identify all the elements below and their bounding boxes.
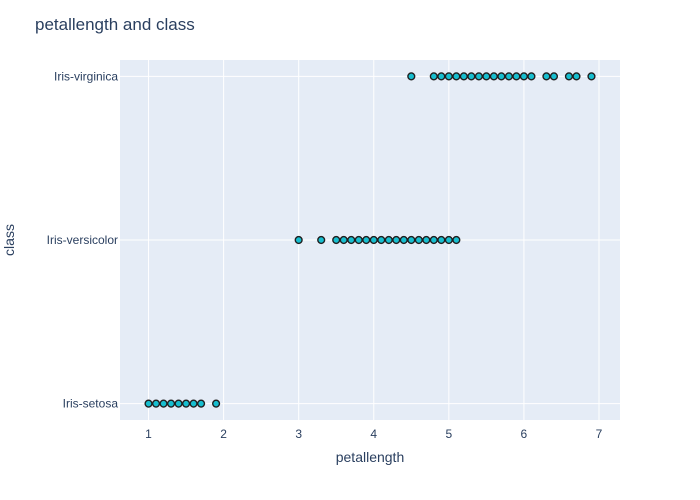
data-point [587, 72, 596, 81]
data-point [437, 235, 446, 245]
data-point [339, 235, 348, 245]
data-point [347, 235, 356, 245]
data-point [369, 235, 378, 245]
data-point [407, 72, 416, 81]
data-point [159, 399, 168, 408]
x-tick-label: 5 [445, 427, 452, 441]
x-axis-title: petallength [336, 449, 405, 465]
data-point [317, 235, 326, 245]
x-tick-label: 2 [220, 427, 227, 441]
data-point [181, 399, 191, 408]
data-point [196, 399, 206, 408]
x-tick-label: 7 [596, 427, 603, 441]
data-point [414, 235, 423, 245]
data-point [489, 72, 498, 81]
data-point [294, 235, 303, 245]
y-axis-title: class [1, 224, 17, 256]
data-point [572, 72, 581, 81]
data-point [166, 399, 176, 408]
data-point [542, 72, 551, 81]
data-point [144, 399, 153, 408]
data-points [144, 72, 596, 408]
data-point [452, 72, 461, 81]
data-point [422, 235, 431, 245]
data-point [429, 72, 438, 81]
x-tick-label: 4 [370, 427, 377, 441]
data-point [377, 235, 386, 245]
x-tick-label: 6 [521, 427, 528, 441]
y-axis-ticks: Iris-setosa Iris-versicolor Iris-virginica [47, 69, 119, 410]
data-point [444, 72, 453, 81]
data-point [437, 72, 446, 81]
data-point [354, 235, 363, 245]
data-point [362, 235, 371, 245]
data-point [444, 235, 453, 245]
data-point [497, 72, 506, 81]
data-point [211, 399, 221, 408]
y-tick-label: Iris-virginica [54, 69, 118, 83]
data-point [332, 235, 341, 245]
data-point [189, 399, 198, 408]
data-point [474, 72, 483, 81]
y-tick-label: Iris-setosa [63, 397, 119, 411]
chart-title: petallength and class [35, 15, 195, 34]
data-point [527, 72, 536, 81]
data-point [519, 72, 529, 81]
data-point [467, 72, 476, 81]
data-point [151, 399, 161, 408]
x-tick-label: 1 [145, 427, 152, 441]
data-point [392, 235, 401, 245]
data-point [512, 72, 521, 81]
data-point [459, 72, 468, 81]
data-point [399, 235, 408, 245]
data-point [549, 72, 559, 81]
data-point [429, 235, 438, 245]
x-tick-label: 3 [295, 427, 302, 441]
data-point [407, 235, 416, 245]
data-point [564, 72, 574, 81]
data-point [504, 72, 513, 81]
data-point [482, 72, 491, 81]
data-point [174, 399, 183, 408]
y-tick-label: Iris-versicolor [47, 233, 118, 247]
data-point [384, 235, 393, 245]
data-point [452, 235, 461, 245]
x-axis-ticks: 1 2 3 4 5 6 7 [145, 427, 602, 441]
